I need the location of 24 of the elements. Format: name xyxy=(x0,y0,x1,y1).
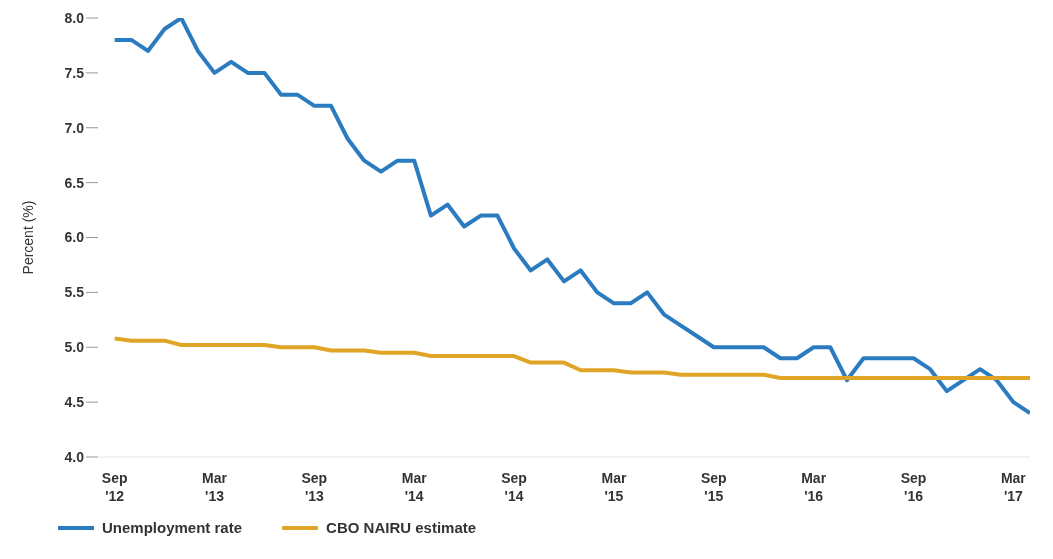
x-tick-label: Sep '16 xyxy=(900,470,927,504)
x-tick-label: Mar '14 xyxy=(401,470,428,504)
y-tick-label: 4.5 xyxy=(64,394,85,411)
y-tick-label: 7.0 xyxy=(64,119,85,136)
y-tick-label: 8.0 xyxy=(64,9,85,26)
y-tick-label: 5.5 xyxy=(64,284,85,301)
y-tick-label: 5.0 xyxy=(64,339,85,356)
y-tick-label: 7.5 xyxy=(64,64,85,81)
legend-label: Unemployment rate xyxy=(101,519,243,536)
x-tick-label: Mar '17 xyxy=(1000,470,1027,504)
line-series xyxy=(112,18,1030,416)
x-tick-label: Mar '16 xyxy=(801,470,827,504)
y-tick-label: 6.0 xyxy=(64,229,85,246)
x-tick-label: Mar '13 xyxy=(202,470,228,504)
legend-label: CBO NAIRU estimate xyxy=(325,519,477,536)
line-series xyxy=(112,336,1030,380)
y-tick-label: 6.5 xyxy=(64,174,85,191)
x-tick-label: Mar '15 xyxy=(601,470,627,504)
x-tick-label: Sep '12 xyxy=(101,470,128,504)
x-tick-label: Sep '15 xyxy=(700,470,727,504)
x-tick-label: Sep '13 xyxy=(301,470,328,504)
y-axis-title: Percent (%) xyxy=(19,200,36,275)
y-tick-label: 4.0 xyxy=(64,448,85,465)
x-tick-label: Sep '14 xyxy=(501,470,527,504)
